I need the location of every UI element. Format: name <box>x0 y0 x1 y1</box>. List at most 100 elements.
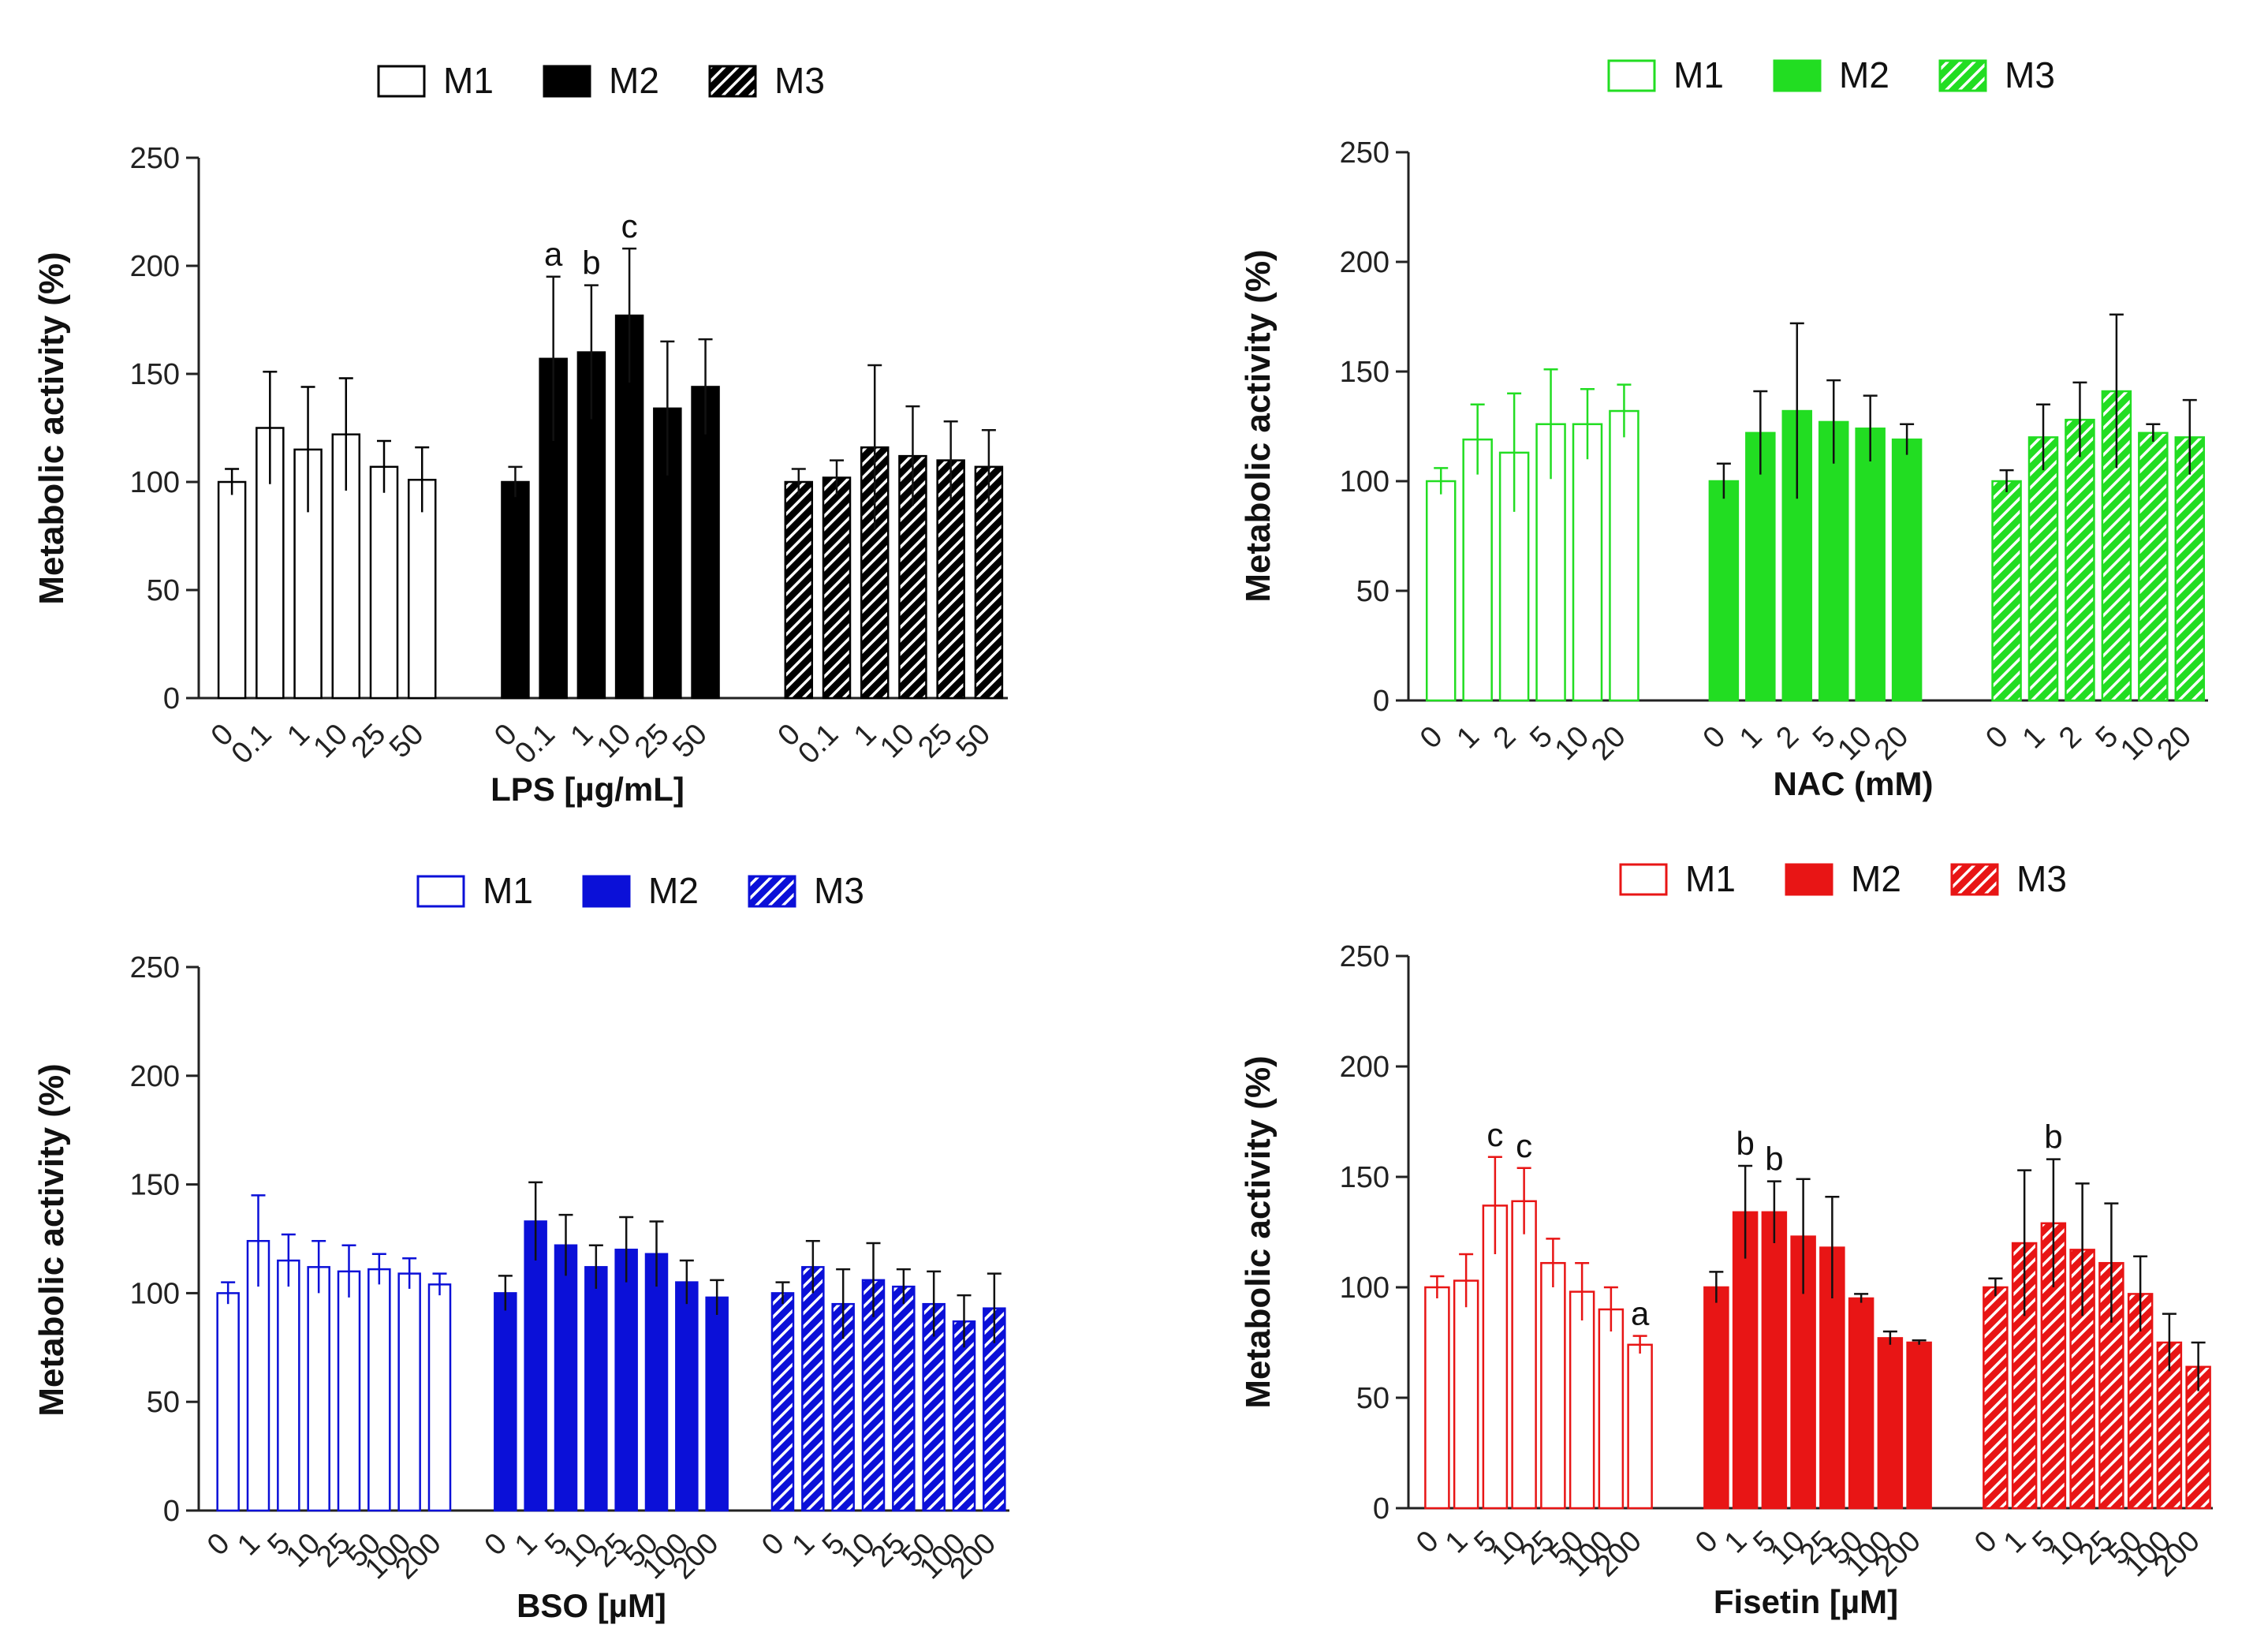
x-tick-label: 0 <box>1410 1525 1445 1560</box>
bar-m1-25 <box>369 465 399 700</box>
x-axis-label: NAC (mM) <box>1774 765 1934 802</box>
legend-label-m3: M3 <box>2005 54 2055 95</box>
y-tick-label: 250 <box>1340 940 1390 973</box>
y-tick-label: 100 <box>130 466 180 499</box>
y-tick-label: 200 <box>130 1060 180 1093</box>
legend-swatch-m2 <box>543 65 591 98</box>
bar-m2-50 <box>691 386 720 700</box>
x-tick-label: 1 <box>281 718 316 753</box>
y-tick-label: 0 <box>1373 685 1390 718</box>
bar-m2-5 <box>1761 1211 1788 1510</box>
x-tick-label: 1 <box>509 1527 544 1563</box>
legend-swatch-m1 <box>1607 59 1656 92</box>
y-axis-label: Metabolic activity (%) <box>1239 1055 1278 1408</box>
legend-swatch-m3 <box>1938 59 1987 92</box>
x-tick-label: 1 <box>1998 1525 2033 1560</box>
bar-m3-20 <box>2174 436 2206 702</box>
bar-m1-1 <box>1462 438 1493 702</box>
x-tick-label: 2 <box>1770 720 1805 756</box>
bar-m1-50 <box>367 1268 391 1512</box>
bar-m2-200 <box>705 1296 729 1512</box>
bar-m2-0 <box>494 1292 517 1512</box>
bar-m1-50 <box>407 479 437 700</box>
legend-label-m3: M3 <box>814 870 864 911</box>
bar-m1-200 <box>1627 1343 1653 1510</box>
legend-label-m2: M2 <box>609 60 659 101</box>
bar-m3-10 <box>2138 431 2169 702</box>
bar-m3-0 <box>784 480 814 700</box>
x-tick-label: 1 <box>1439 1525 1475 1560</box>
legend-swatch-m1 <box>377 65 426 98</box>
legend-swatch-m1 <box>416 875 465 908</box>
bar-m2-1 <box>524 1220 547 1512</box>
bar-m3-0 <box>1991 480 2022 702</box>
bar-m2-0 <box>1703 1286 1729 1510</box>
x-tick-label: 0 <box>755 1527 791 1563</box>
bar-m1-0 <box>1425 480 1457 702</box>
bar-m3-1 <box>2011 1242 2038 1510</box>
x-tick-label: 0 <box>1697 720 1733 756</box>
y-tick-label: 150 <box>1340 356 1390 389</box>
y-tick-label: 0 <box>163 682 180 715</box>
x-tick-label: 20 <box>1868 720 1915 767</box>
legend-label-m2: M2 <box>1839 54 1889 95</box>
y-tick-label: 250 <box>130 951 180 984</box>
legend-label-m1: M1 <box>1685 858 1736 899</box>
legend-swatch-m3 <box>1950 863 1999 896</box>
y-tick-label: 250 <box>130 142 180 175</box>
y-tick-label: 0 <box>1373 1492 1390 1526</box>
bar-m2-100 <box>1877 1337 1904 1510</box>
x-tick-label: 1 <box>565 718 600 753</box>
x-tick-label: 1 <box>1733 720 1769 756</box>
bar-m1-0 <box>1424 1286 1450 1510</box>
bar-m2-5 <box>554 1244 578 1512</box>
bar-m2-50 <box>644 1253 669 1512</box>
x-tick-label: 2 <box>1487 720 1523 756</box>
x-tick-label: 1 <box>2016 720 2052 756</box>
bar-m1-25 <box>1540 1261 1566 1510</box>
legend-label-m2: M2 <box>1851 858 1901 899</box>
significance-label: c <box>621 207 638 245</box>
significance-label: b <box>1765 1141 1783 1178</box>
bar-m3-25 <box>936 459 965 700</box>
bar-m1-0 <box>216 1292 240 1512</box>
bar-m1-0.1 <box>256 427 285 700</box>
x-tick-label: 50 <box>383 718 431 765</box>
x-tick-label: 0 <box>201 1527 237 1563</box>
x-tick-label: 1 <box>786 1527 822 1563</box>
legend-label-m1: M1 <box>483 870 533 911</box>
bar-m1-0 <box>217 480 247 700</box>
bar-m2-0 <box>1708 480 1740 702</box>
x-axis-label: LPS [µg/mL] <box>491 771 685 808</box>
y-tick-label: 200 <box>1340 1051 1390 1084</box>
y-axis-label: Metabolic activity (%) <box>32 1063 71 1416</box>
bar-m2-10 <box>584 1266 608 1512</box>
significance-label: b <box>1736 1125 1754 1162</box>
legend-swatch-m2 <box>1785 863 1833 896</box>
y-tick-label: 0 <box>163 1495 180 1528</box>
bar-m1-1 <box>1453 1279 1479 1510</box>
y-tick-label: 200 <box>130 250 180 283</box>
y-tick-label: 50 <box>1356 1382 1390 1415</box>
bar-m1-100 <box>1598 1308 1625 1510</box>
x-tick-label: 1 <box>848 718 883 753</box>
y-tick-label: 50 <box>1356 575 1390 608</box>
legend-swatch-m3 <box>748 875 796 908</box>
bar-m2-200 <box>1906 1341 1932 1510</box>
bar-m1-200 <box>427 1283 452 1512</box>
y-tick-label: 100 <box>1340 1272 1390 1305</box>
bar-m3-25 <box>892 1285 916 1512</box>
bar-m3-50 <box>974 465 1004 700</box>
bar-m2-20 <box>1891 438 1923 702</box>
bar-m1-100 <box>397 1272 421 1512</box>
significance-label: b <box>2044 1119 2062 1156</box>
legend-swatch-m3 <box>708 65 757 98</box>
bar-m1-10 <box>1511 1200 1537 1510</box>
y-tick-label: 100 <box>1340 465 1390 499</box>
x-tick-label: 0 <box>1689 1525 1725 1560</box>
bar-m1-10 <box>1572 423 1603 702</box>
